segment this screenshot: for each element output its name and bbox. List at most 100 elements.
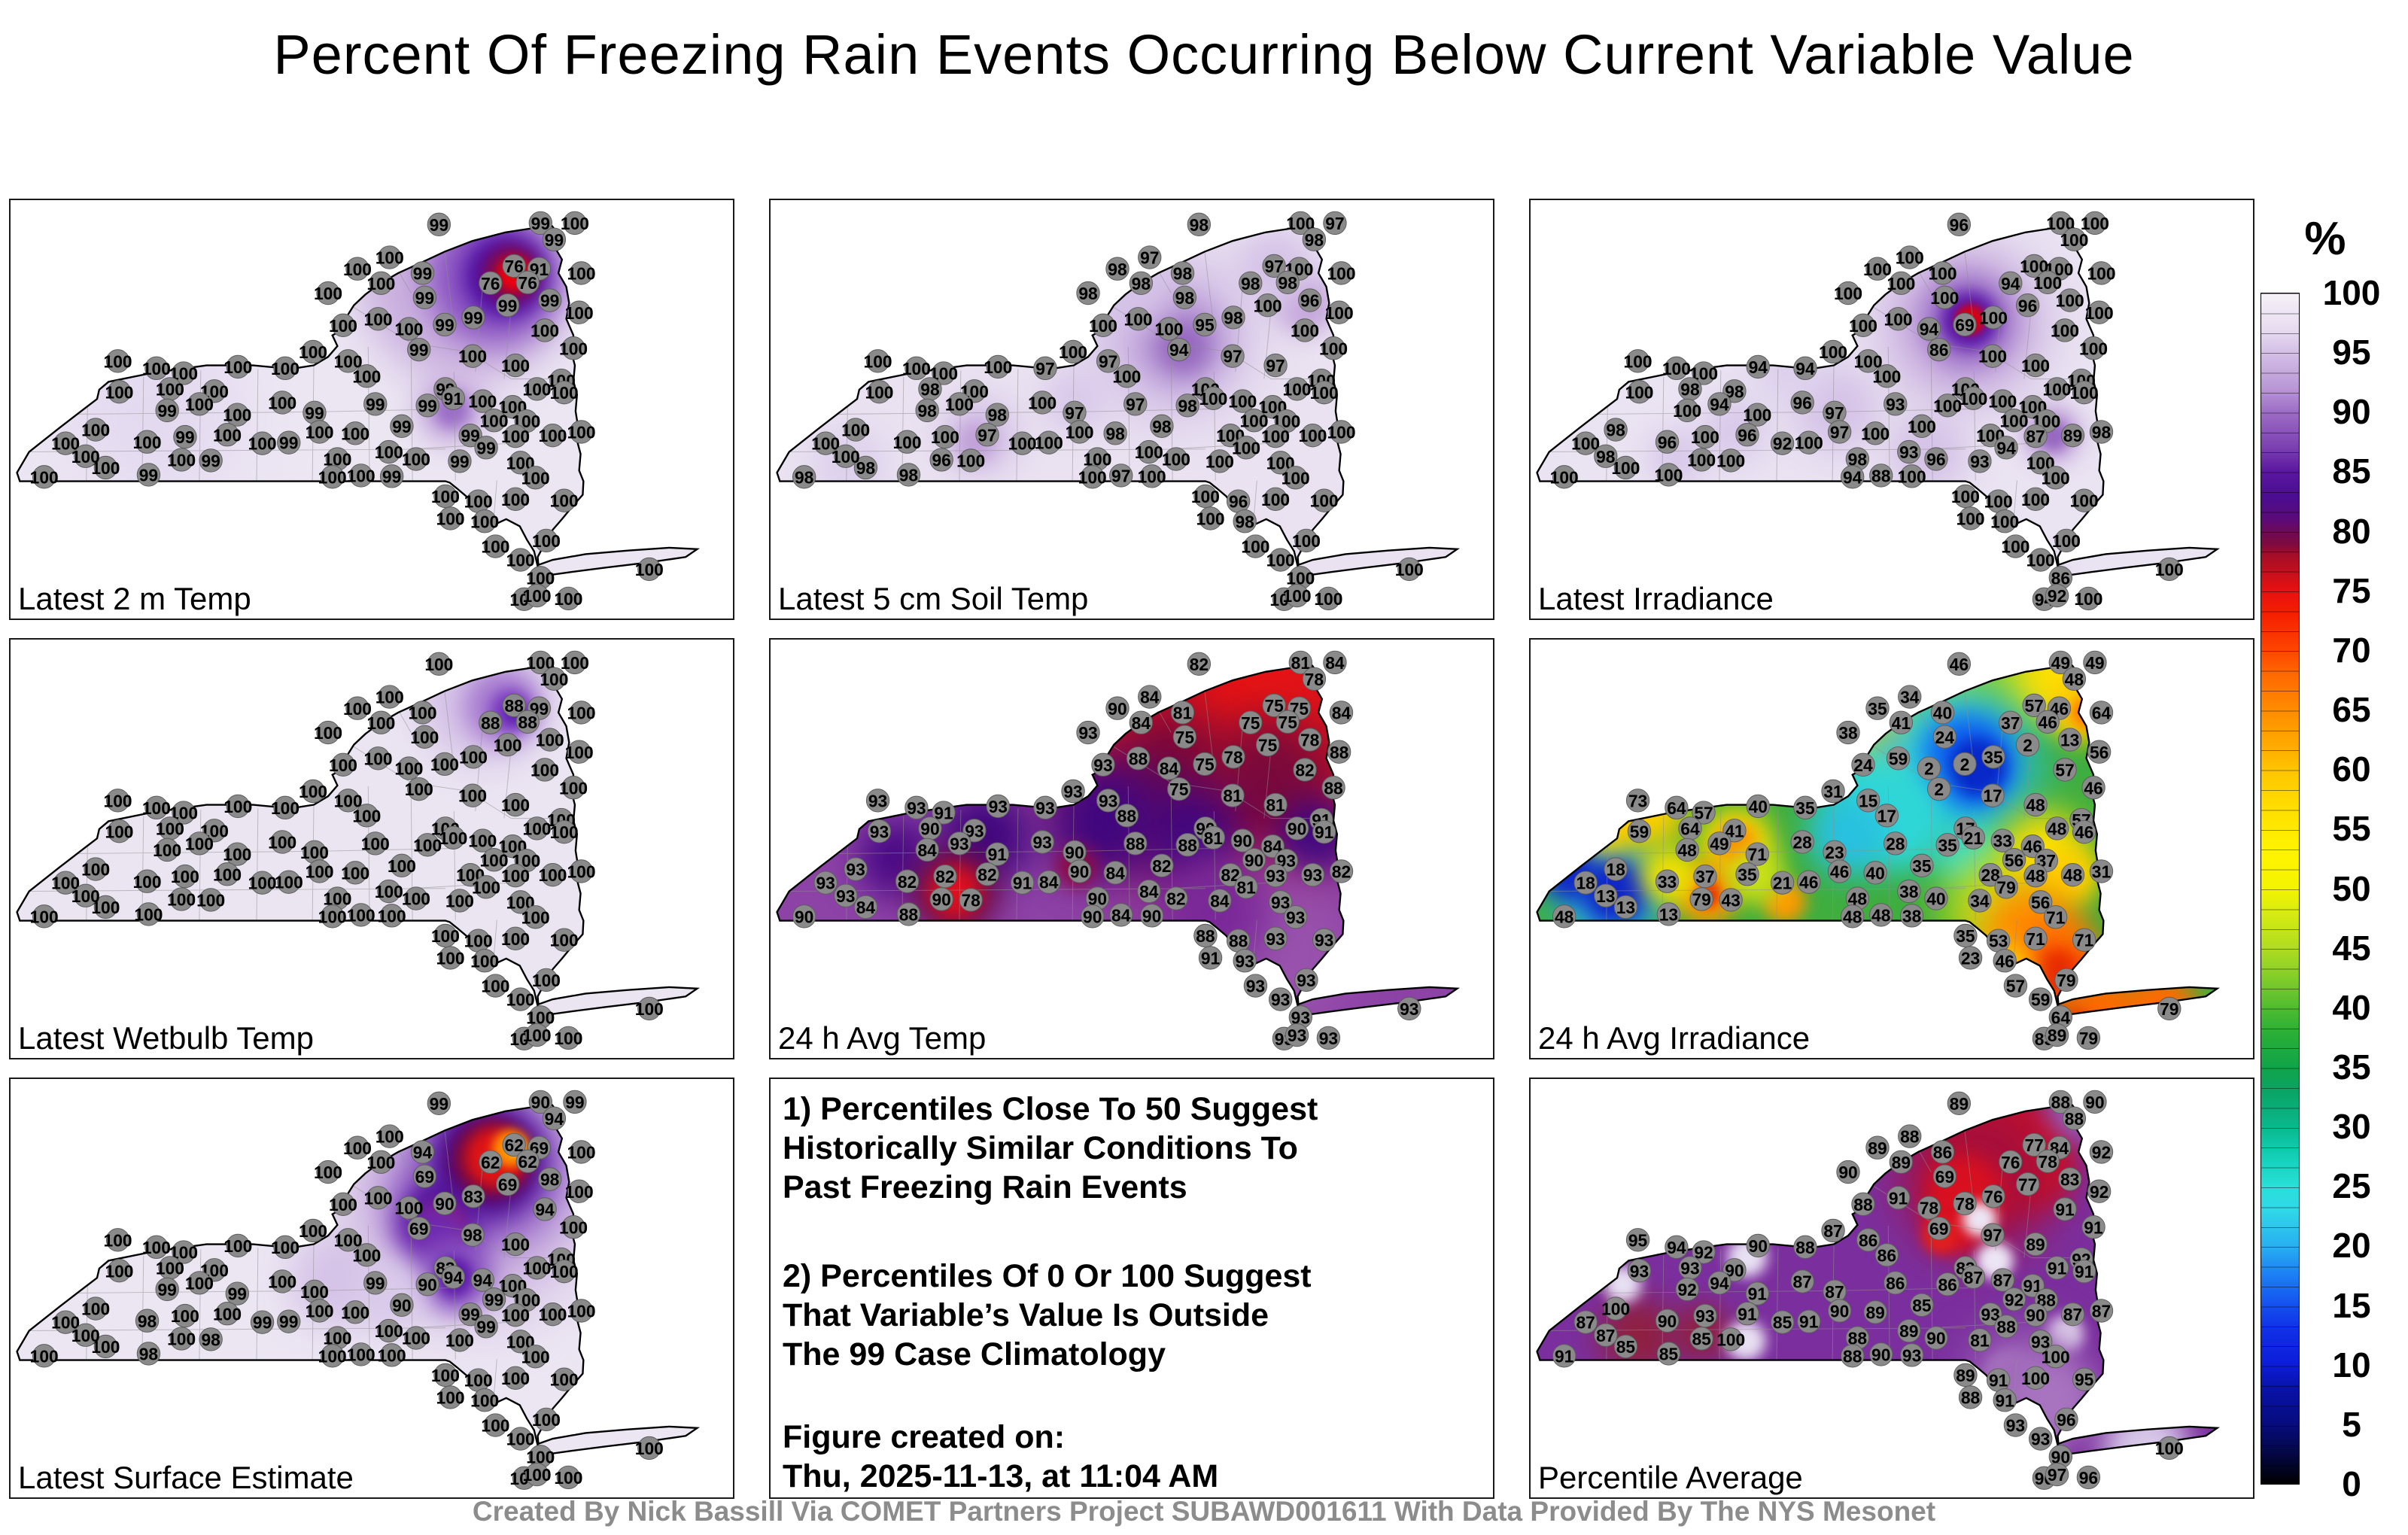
station-marker: 87: [1990, 1268, 2015, 1292]
station-value: 100: [167, 451, 196, 470]
station-marker: 100: [71, 444, 100, 468]
station-marker: 98: [135, 1309, 160, 1333]
colorbar-tick-label: 50: [2332, 868, 2371, 908]
station-value: 100: [1138, 467, 1166, 486]
station-marker: 88: [1114, 804, 1139, 828]
station-value: 21: [1964, 828, 1984, 848]
station-marker: 31: [2089, 859, 2114, 883]
station-value: 100: [375, 442, 403, 462]
station-value: 100: [364, 309, 393, 329]
station-value: 71: [2046, 907, 2066, 927]
station-marker: 100: [865, 380, 893, 404]
station-marker: 91: [441, 386, 466, 410]
station-value: 100: [865, 382, 893, 402]
station-value: 93: [2006, 1416, 2025, 1436]
station-marker: 94: [533, 1197, 557, 1221]
station-value: 83: [2060, 1170, 2079, 1190]
station-value: 77: [2024, 1135, 2043, 1155]
station-marker: 93: [1627, 1259, 1652, 1283]
station-marker: 90: [415, 1272, 439, 1296]
station-marker: 100: [480, 848, 509, 872]
station-marker: 100: [329, 752, 357, 777]
station-marker: 69: [1953, 312, 1977, 337]
colorbar-tick-label: 100: [2322, 273, 2381, 312]
station-value: 100: [347, 1345, 375, 1364]
station-value: 96: [932, 451, 950, 470]
station-value: 100: [1956, 509, 1985, 528]
station-value: 89: [1950, 1094, 1969, 1114]
station-value: 100: [550, 822, 579, 842]
station-marker: 84: [1208, 889, 1232, 913]
station-value: 99: [498, 296, 517, 315]
station-value: 46: [2039, 713, 2057, 732]
station-value: 100: [1310, 383, 1339, 403]
station-marker: 94: [542, 1106, 567, 1130]
station-value: 93: [870, 822, 889, 841]
station-value: 91: [2084, 1217, 2103, 1237]
station-marker: 100: [1601, 1296, 1630, 1321]
station-marker: 57: [2053, 758, 2077, 782]
station-marker: 100: [561, 650, 589, 675]
station-value: 100: [361, 834, 390, 853]
station-value: 89: [2026, 1235, 2045, 1254]
station-value: 100: [1135, 442, 1163, 462]
station-value: 100: [323, 1329, 351, 1348]
station-value: 88: [1843, 1346, 1862, 1366]
station-value: 35: [1738, 865, 1757, 884]
station-marker: 81: [1170, 701, 1195, 725]
station-value: 86: [1886, 1273, 1905, 1293]
station-marker: 79: [1994, 875, 2018, 899]
station-value: 100: [501, 1235, 530, 1254]
station-value: 94: [1169, 340, 1189, 360]
station-value: 100: [956, 451, 985, 471]
station-value: 90: [1065, 843, 1084, 862]
note-percentiles-0-100: 2) Percentiles Of 0 Or 100 Suggest That …: [783, 1258, 1312, 1372]
station-marker: 100: [480, 409, 509, 433]
station-value: 100: [71, 886, 100, 906]
station-marker: 100: [2070, 488, 2099, 512]
station-marker: 100: [567, 261, 596, 285]
station-value: 100: [2070, 383, 2099, 403]
station-value: 93: [1271, 892, 1290, 912]
station-marker: 73: [1625, 789, 1650, 813]
station-marker: 2: [1953, 752, 1977, 777]
station-marker: 87: [2023, 424, 2048, 448]
station-marker: 100: [314, 1160, 342, 1184]
station-marker: 40: [1863, 861, 1887, 885]
station-marker: 100: [366, 710, 395, 734]
station-marker: 90: [433, 1191, 457, 1216]
station-marker: 100: [2155, 557, 2184, 582]
station-value: 88: [1961, 1388, 1980, 1407]
station-marker: 100: [105, 819, 133, 843]
station-value: 98: [463, 1226, 482, 1245]
station-marker: 100: [1282, 466, 1310, 490]
station-value: 100: [811, 434, 840, 454]
station-value: 82: [1190, 655, 1209, 674]
station-marker: 100: [559, 336, 588, 360]
station-marker: 100: [481, 1413, 509, 1437]
station-value: 90: [1830, 1301, 1849, 1321]
station-marker: 98: [918, 377, 942, 401]
station-value: 28: [1793, 833, 1812, 853]
station-marker: 93: [865, 789, 890, 813]
station-marker: 46: [1797, 870, 1821, 894]
colorbar-tick-lines: [2261, 293, 2299, 1484]
station-value: 100: [1228, 392, 1257, 412]
station-marker: 62: [502, 1132, 526, 1157]
station-marker: 96: [2054, 1407, 2078, 1432]
station-value: 100: [532, 1410, 561, 1430]
station-marker: 100: [334, 349, 363, 373]
station-value: 85: [1616, 1337, 1636, 1357]
station-marker: 100: [1310, 380, 1339, 405]
station-marker: 2: [1927, 777, 1951, 801]
station-value: 93: [1899, 442, 1918, 462]
station-value: 99: [430, 215, 448, 235]
station-marker: 100: [378, 904, 406, 928]
station-value: 100: [501, 929, 530, 949]
station-marker: 40: [1930, 701, 1955, 725]
station-value: 99: [476, 1317, 495, 1336]
station-marker: 82: [1218, 863, 1242, 887]
station-marker: 90: [1085, 886, 1110, 910]
station-value: 99: [485, 1290, 503, 1309]
station-value: 94: [1667, 1238, 1686, 1257]
